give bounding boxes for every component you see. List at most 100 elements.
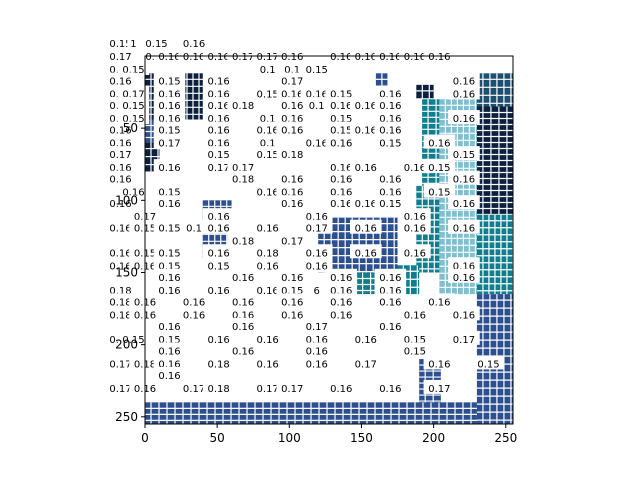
annotation-background — [276, 48, 308, 62]
annotation-background — [448, 110, 480, 125]
y-tick-label: 100 — [115, 193, 138, 207]
cell-value-label: 0.16 — [158, 90, 180, 101]
heatmap-block — [416, 84, 434, 100]
annotation-background — [104, 281, 137, 296]
cell-value-label: 0.1 — [260, 65, 276, 76]
annotation-background — [325, 110, 358, 125]
annotation-background — [448, 85, 480, 100]
cell-value-label: 0.16 — [379, 384, 401, 395]
cell-value-label: 0.16 — [207, 114, 229, 125]
cell-value-label: 0.15 — [158, 335, 180, 346]
cell-value-label: 0.18 — [281, 150, 303, 161]
cell-value-label: 0.15 — [122, 114, 144, 125]
annotation-background — [202, 257, 235, 272]
annotation-background — [276, 232, 308, 247]
y-tick-label: 200 — [115, 338, 138, 352]
cell-value-label: 0.16 — [453, 90, 475, 101]
annotation-background — [374, 281, 407, 296]
annotation-background — [279, 60, 305, 75]
x-tick-label: 200 — [422, 431, 445, 445]
cell-value-label: 0.16 — [257, 126, 279, 137]
annotation-background — [227, 268, 259, 283]
cell-value-label: 0.1 — [309, 101, 325, 112]
annotation-background — [227, 232, 259, 247]
annotation-background — [276, 146, 308, 161]
x-tick-label: 0 — [141, 431, 149, 445]
annotation-background — [399, 244, 431, 259]
cell-value-label: 0.16 — [453, 114, 475, 125]
cell-value-label: 0.16 — [158, 322, 180, 333]
cell-value-label: 0.15 — [281, 286, 303, 297]
annotation-background — [202, 97, 235, 112]
annotation-background — [178, 306, 210, 321]
annotation-background — [448, 219, 480, 234]
cell-value-label: 0.17 — [183, 384, 205, 395]
annotation-background — [202, 330, 235, 345]
x-tick-label: 250 — [494, 431, 517, 445]
cell-value-label: 0.16 — [330, 175, 352, 186]
annotation-background — [374, 195, 407, 210]
cell-value-label: 0.15 — [158, 224, 180, 235]
annotation-background — [399, 48, 431, 62]
annotation-background — [399, 159, 431, 174]
annotation-background — [423, 355, 456, 370]
annotation-background — [374, 379, 407, 394]
cell-value-label: 0.17 — [109, 359, 131, 370]
annotation-background — [276, 281, 308, 296]
annotation-background — [104, 121, 137, 136]
annotation-background — [181, 219, 207, 234]
cell-value-label: 0.16 — [330, 310, 352, 321]
cell-value-label: 0.17 — [257, 52, 279, 63]
cell-value-label: 0.16 — [232, 310, 254, 321]
cell-value-label: 0.17 — [109, 52, 131, 63]
cell-value-label: 0.16 — [109, 261, 131, 272]
annotation-background — [104, 219, 137, 234]
cell-value-label: 0.16 — [281, 310, 303, 321]
cell-value-label: 0.18 — [232, 237, 254, 248]
annotation-background — [104, 244, 137, 259]
annotation-background — [448, 170, 480, 185]
y-tick-label: 50 — [123, 121, 138, 135]
annotation-background — [276, 379, 308, 394]
cell-value-label: 0.17 — [207, 163, 229, 174]
annotation-background — [104, 293, 137, 308]
annotation-background — [423, 379, 456, 394]
cell-value-label: 0.16 — [355, 199, 377, 210]
annotation-background — [153, 183, 186, 198]
annotation-background — [117, 110, 150, 125]
annotation-background — [374, 110, 407, 125]
annotation-background — [350, 219, 382, 234]
cell-value-label: 0.16 — [428, 297, 450, 308]
cell-value-label: 0.15 — [207, 261, 229, 272]
annotation-background — [399, 342, 431, 357]
cell-value-label: 0.16 — [306, 359, 328, 370]
annotation-background — [448, 146, 480, 161]
annotation-background — [276, 97, 308, 112]
cell-value-label: 0.16 — [306, 139, 328, 150]
cell-value-label: 0.16 — [404, 310, 426, 321]
cell-value-label: 0.16 — [355, 126, 377, 137]
cell-value-label: 0.18 — [232, 101, 254, 112]
annotation-background — [202, 134, 235, 149]
cell-value-label: 0.16 — [453, 224, 475, 235]
annotation-background — [153, 355, 186, 370]
cell-value-label: 0.18 — [207, 384, 229, 395]
annotation-background — [227, 293, 259, 308]
cell-value-label: 0.16 — [158, 163, 180, 174]
cell-value-label: 0.18 — [207, 359, 229, 370]
cell-value-label: 0.16 — [158, 359, 180, 370]
annotation-background — [374, 317, 407, 332]
annotation-background — [104, 134, 137, 149]
annotation-background — [251, 219, 284, 234]
cell-value-label: 0.16 — [183, 52, 205, 63]
cell-value-label: 0.16 — [379, 297, 401, 308]
annotation-background — [104, 72, 137, 87]
cell-value-label: 0.16 — [330, 139, 352, 150]
cell-value-label: 0.16 — [281, 188, 303, 199]
cell-value-label: 0.16 — [109, 224, 131, 235]
annotation-background — [374, 48, 407, 62]
cell-value-label: 0.16 — [158, 114, 180, 125]
cell-value-label: 0.16 — [281, 101, 303, 112]
cell-value-label: 0.18 — [109, 310, 131, 321]
